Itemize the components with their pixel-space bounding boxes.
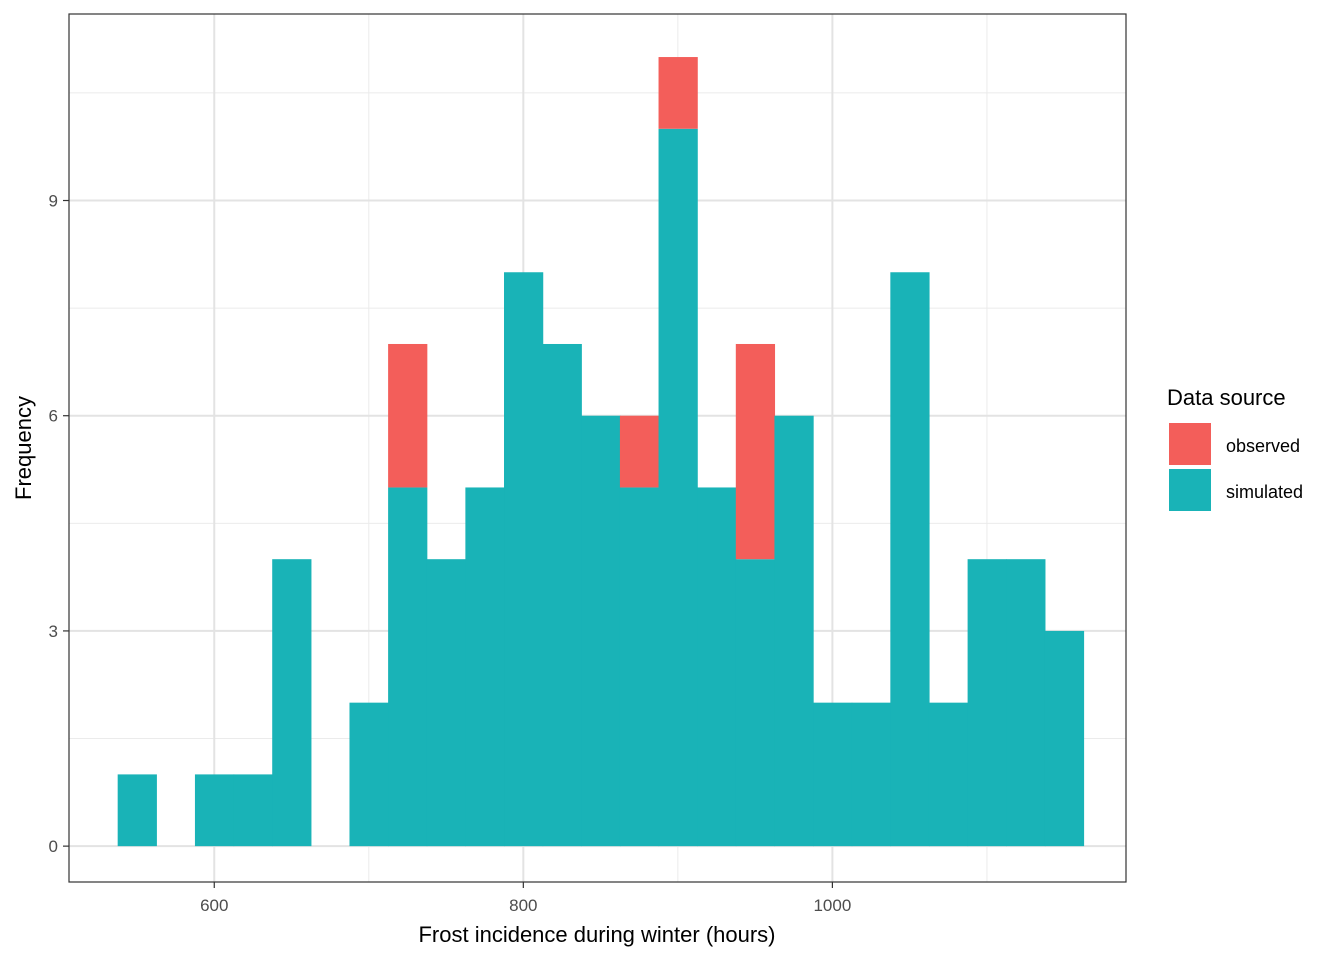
bar-simulated <box>967 559 1007 847</box>
bar-observed <box>388 343 428 488</box>
legend: Data source observed simulated <box>1167 385 1303 511</box>
bar-simulated <box>581 415 621 847</box>
x-tick-label: 800 <box>509 896 537 915</box>
legend-key-simulated <box>1169 469 1211 511</box>
y-tick-label: 9 <box>49 192 58 211</box>
x-axis: 600 800 1000 <box>200 882 851 915</box>
bar-simulated <box>465 487 505 847</box>
bar-simulated <box>117 774 157 847</box>
bar-observed <box>735 343 776 560</box>
bar-simulated <box>272 559 312 847</box>
bar-simulated <box>774 415 814 847</box>
bar-simulated <box>1006 559 1046 847</box>
y-axis-title: Frequency <box>11 396 36 500</box>
legend-item-simulated: simulated <box>1169 469 1303 511</box>
y-tick-label: 3 <box>49 622 58 641</box>
bar-simulated <box>426 559 466 847</box>
bar-simulated <box>504 272 544 847</box>
legend-label-observed: observed <box>1226 436 1300 456</box>
legend-item-observed: observed <box>1169 423 1300 465</box>
bar-simulated <box>928 702 969 847</box>
x-tick-label: 1000 <box>813 896 851 915</box>
bar-simulated <box>194 774 235 847</box>
y-axis: 0 3 6 9 <box>49 192 69 856</box>
legend-label-simulated: simulated <box>1226 482 1303 502</box>
y-tick-label: 0 <box>49 837 58 856</box>
bar-simulated <box>813 702 853 847</box>
y-tick-label: 6 <box>49 407 58 426</box>
bar-simulated <box>851 702 891 847</box>
bar-simulated <box>1044 630 1085 847</box>
bar-observed <box>619 415 660 488</box>
histogram-bars <box>117 57 1085 847</box>
bar-simulated <box>619 487 660 847</box>
bar-simulated <box>735 559 776 847</box>
bar-simulated <box>658 128 698 847</box>
plot-panel-border <box>68 13 1127 883</box>
bar-simulated <box>233 774 273 847</box>
bar-simulated <box>890 272 930 847</box>
bar-simulated <box>349 702 389 847</box>
legend-key-observed <box>1169 423 1211 465</box>
bar-simulated <box>388 487 428 847</box>
bar-simulated <box>697 487 737 847</box>
x-tick-label: 600 <box>200 896 228 915</box>
bar-observed <box>658 57 698 129</box>
bar-simulated <box>542 343 582 847</box>
legend-title: Data source <box>1167 385 1286 410</box>
x-axis-title: Frost incidence during winter (hours) <box>418 922 775 947</box>
